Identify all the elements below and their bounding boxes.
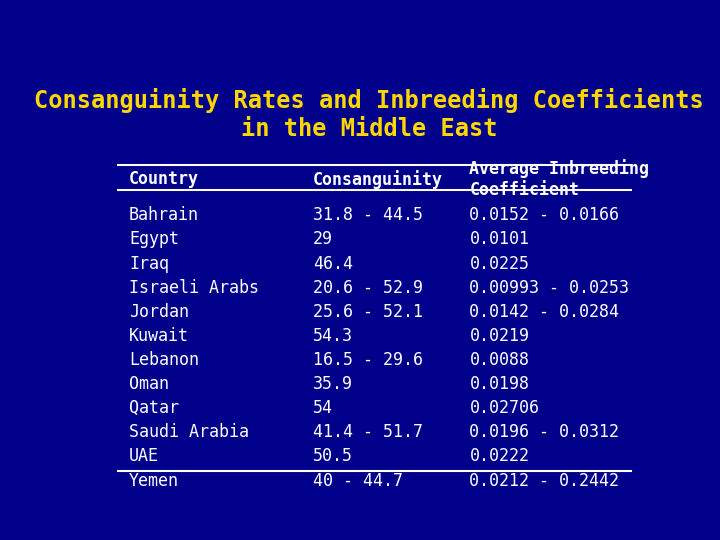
Text: 0.02706: 0.02706 (469, 399, 539, 417)
Text: 0.0225: 0.0225 (469, 254, 529, 273)
Text: 0.0088: 0.0088 (469, 351, 529, 369)
Text: 50.5: 50.5 (313, 448, 354, 465)
Text: Israeli Arabs: Israeli Arabs (129, 279, 259, 296)
Text: 0.0222: 0.0222 (469, 448, 529, 465)
Text: 0.0101: 0.0101 (469, 231, 529, 248)
Text: 46.4: 46.4 (313, 254, 354, 273)
Text: 0.0142 - 0.0284: 0.0142 - 0.0284 (469, 303, 619, 321)
Text: 40 - 44.7: 40 - 44.7 (313, 471, 403, 490)
Text: Average Inbreeding
Coefficient: Average Inbreeding Coefficient (469, 159, 649, 199)
Text: Oman: Oman (129, 375, 169, 393)
Text: 0.00993 - 0.0253: 0.00993 - 0.0253 (469, 279, 629, 296)
Text: UAE: UAE (129, 448, 159, 465)
Text: Bahrain: Bahrain (129, 206, 199, 224)
Text: Consanguinity Rates and Inbreeding Coefficients: Consanguinity Rates and Inbreeding Coeff… (34, 87, 704, 113)
Text: Yemen: Yemen (129, 471, 179, 490)
Text: 0.0219: 0.0219 (469, 327, 529, 345)
Text: Iraq: Iraq (129, 254, 169, 273)
Text: Egypt: Egypt (129, 231, 179, 248)
Text: 20.6 - 52.9: 20.6 - 52.9 (313, 279, 423, 296)
Text: 25.6 - 52.1: 25.6 - 52.1 (313, 303, 423, 321)
Text: 54: 54 (313, 399, 333, 417)
Text: Country: Country (129, 170, 199, 188)
Text: Kuwait: Kuwait (129, 327, 189, 345)
Text: 54.3: 54.3 (313, 327, 354, 345)
Text: Qatar: Qatar (129, 399, 179, 417)
Text: 29: 29 (313, 231, 333, 248)
Text: 0.0152 - 0.0166: 0.0152 - 0.0166 (469, 206, 619, 224)
Text: Consanguinity: Consanguinity (313, 170, 444, 188)
Text: 35.9: 35.9 (313, 375, 354, 393)
Text: Jordan: Jordan (129, 303, 189, 321)
Text: 0.0198: 0.0198 (469, 375, 529, 393)
Text: Saudi Arabia: Saudi Arabia (129, 423, 249, 441)
Text: 31.8 - 44.5: 31.8 - 44.5 (313, 206, 423, 224)
Text: Lebanon: Lebanon (129, 351, 199, 369)
Text: 41.4 - 51.7: 41.4 - 51.7 (313, 423, 423, 441)
Text: 16.5 - 29.6: 16.5 - 29.6 (313, 351, 423, 369)
Text: 0.0212 - 0.2442: 0.0212 - 0.2442 (469, 471, 619, 490)
Text: in the Middle East: in the Middle East (240, 117, 498, 141)
Text: 0.0196 - 0.0312: 0.0196 - 0.0312 (469, 423, 619, 441)
